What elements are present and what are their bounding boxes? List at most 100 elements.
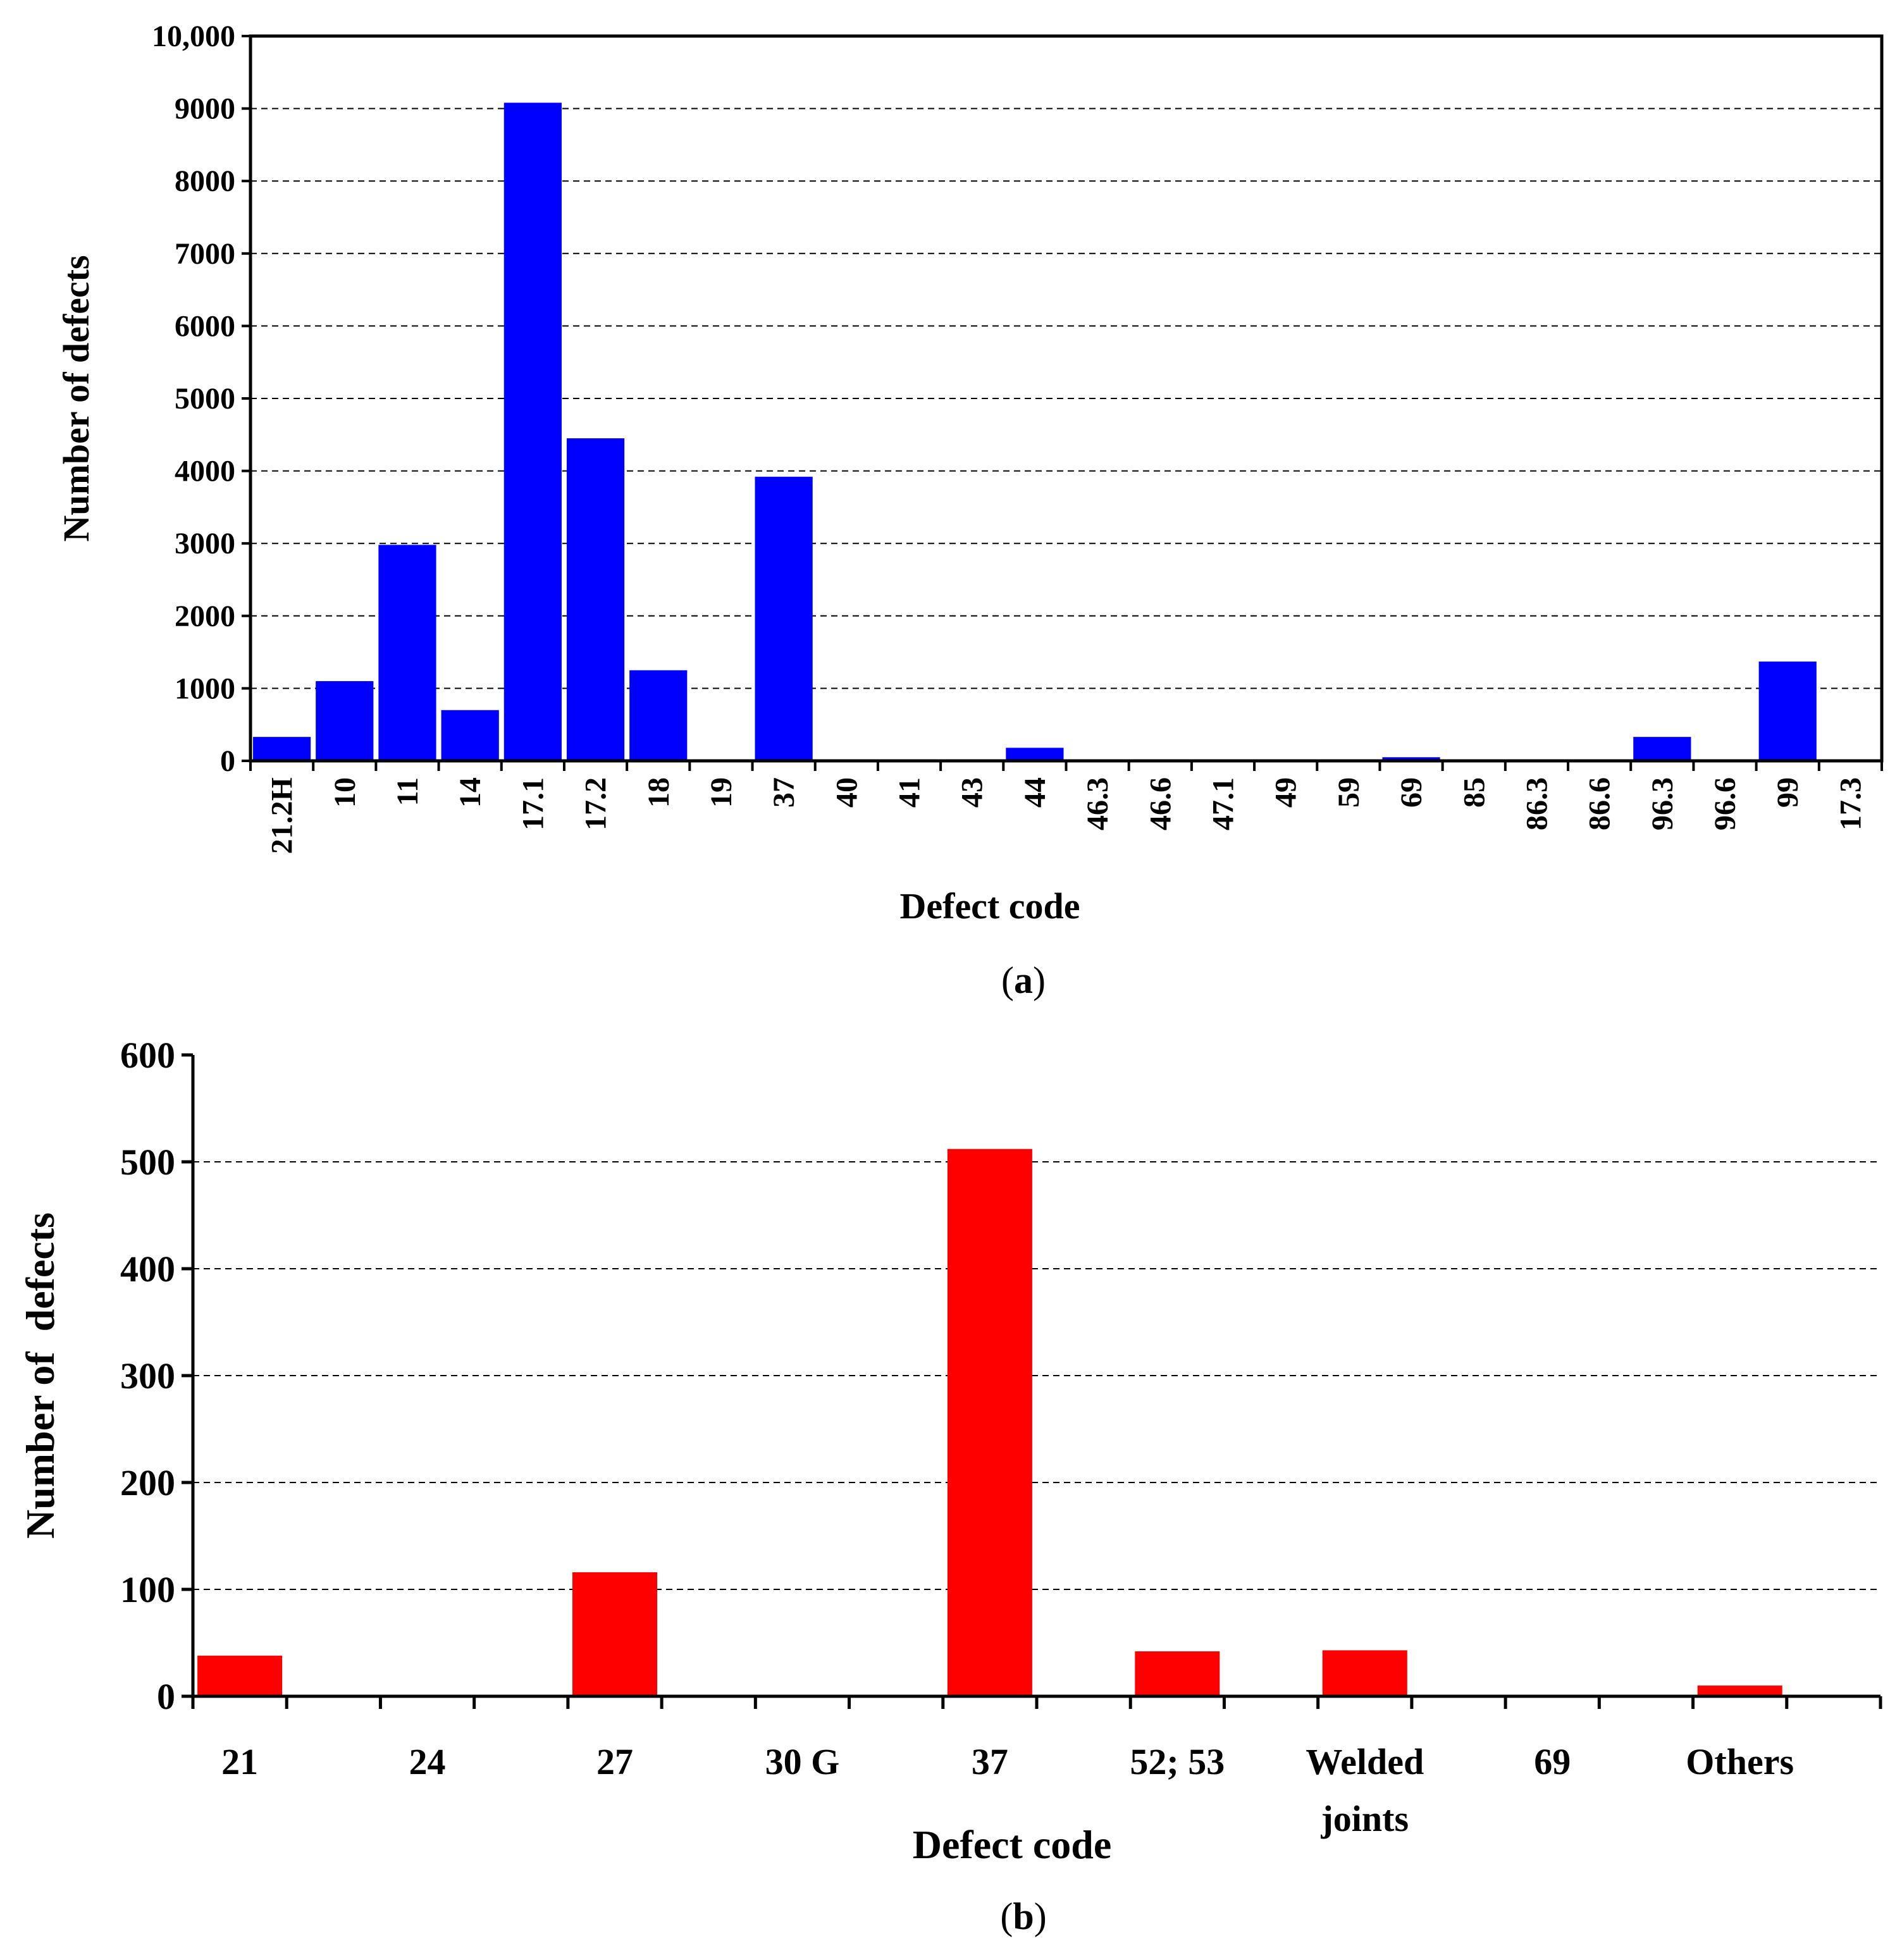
panel-a-caption-letter: a — [1014, 959, 1033, 1001]
chart-b-x-tick-label-line: 30 G — [765, 1741, 840, 1782]
chart-a-x-tick-label: 85 — [1457, 777, 1491, 808]
chart-a-bar — [566, 438, 625, 761]
chart-a-bar — [378, 545, 436, 761]
chart-a-x-ticks: 21.2H 10 11 14 17.1 17.2 18 19 37 40 41 43 44 46.3 46.… — [249, 761, 1883, 854]
chart-a-y-tick-label: 5000 — [175, 382, 235, 416]
chart-b-gridlines — [193, 1161, 1880, 1590]
panel-b-caption: (b) — [1000, 1895, 1046, 1937]
chart-a-y-tick-label: 0 — [220, 744, 235, 778]
panel-b-caption-open: ( — [1000, 1895, 1013, 1937]
chart-b-x-ticks: 21 24 27 30 G 37 52; 53 Welded joints 69 Others — [191, 1696, 1882, 1839]
chart-b-y-ticks: 0 100 200 300 400 500 600 — [120, 1035, 193, 1717]
chart-b-x-tick-label: 30 G — [765, 1741, 840, 1782]
chart-b-y-tick-label: 100 — [120, 1569, 175, 1610]
chart-b-y-tick-label: 300 — [120, 1355, 175, 1396]
chart-a-x-tick-label: 17.2 — [579, 777, 613, 830]
chart-b-x-tick-label: 24 — [409, 1741, 446, 1782]
chart-b: 0 100 200 300 400 500 600 21 24 27 30 G 37 52; 53 We… — [18, 1035, 1882, 1937]
chart-b-x-tick-label: Welded joints — [1306, 1741, 1424, 1839]
chart-a-x-tick-label: 17.1 — [516, 777, 550, 830]
chart-b-y-tick-label: 400 — [120, 1248, 175, 1290]
chart-a-x-tick-label: 17.3 — [1834, 777, 1867, 830]
chart-a-bar — [755, 476, 813, 761]
chart-b-x-tick-label-line: 24 — [409, 1741, 446, 1782]
panel-b-caption-letter: b — [1013, 1895, 1034, 1937]
chart-b-bar — [947, 1149, 1032, 1696]
chart-b-x-tick-label: 21 — [221, 1741, 258, 1782]
chart-a-x-tick-label: 49 — [1269, 777, 1303, 808]
chart-a-x-tick-label: 59 — [1332, 777, 1366, 808]
panel-a-caption-close: ) — [1033, 959, 1046, 1001]
chart-b-bars — [197, 1149, 1782, 1696]
chart-b-bar — [1322, 1650, 1407, 1696]
chart-b-bar — [1135, 1651, 1220, 1696]
chart-a-y-ticks: 0 1000 2000 3000 4000 5000 6000 7000 8000 9000 10,… — [152, 20, 250, 778]
chart-a-y-tick-label: 10,000 — [152, 20, 235, 53]
chart-a-y-tick-label: 7000 — [175, 237, 235, 271]
chart-b-x-tick-label: Others — [1686, 1741, 1794, 1782]
chart-a-bar — [441, 710, 499, 761]
chart-a-x-tick-label: 44 — [1018, 777, 1052, 808]
chart-a: 0 1000 2000 3000 4000 5000 6000 7000 8000 9000 10,… — [56, 20, 1884, 1001]
chart-a-x-tick-label: 86.6 — [1583, 777, 1617, 830]
chart-a-x-tick-label: 46.3 — [1081, 777, 1115, 830]
chart-a-x-tick-label: 37 — [767, 777, 801, 808]
chart-a-x-axis-title: Defect code — [900, 885, 1080, 927]
chart-b-x-tick-label: 37 — [972, 1741, 1008, 1782]
chart-b-bar — [197, 1655, 283, 1696]
chart-a-x-tick-label: 47.1 — [1206, 777, 1240, 830]
chart-a-bars — [253, 102, 1817, 761]
chart-a-gridlines — [250, 108, 1882, 689]
chart-a-x-tick-label: 19 — [705, 777, 738, 808]
chart-b-x-tick-label-line: 52; 53 — [1130, 1741, 1225, 1782]
chart-a-x-tick-label: 86.3 — [1520, 777, 1553, 830]
panel-a-caption-open: ( — [1001, 959, 1014, 1001]
chart-a-x-tick-label: 96.3 — [1646, 777, 1679, 830]
chart-a-bar — [1006, 748, 1064, 761]
chart-a-bar — [1758, 661, 1817, 761]
chart-b-y-axis-title: Number of defects — [18, 1212, 63, 1539]
chart-a-y-tick-label: 8000 — [175, 164, 235, 198]
chart-a-x-tick-label: 46.6 — [1144, 777, 1177, 830]
chart-a-y-tick-label: 1000 — [175, 672, 235, 705]
chart-a-y-tick-label: 4000 — [175, 455, 235, 488]
chart-a-bar — [629, 670, 688, 761]
chart-b-x-axis-title: Defect code — [913, 1822, 1111, 1867]
chart-b-bar — [572, 1572, 657, 1696]
chart-a-y-tick-label: 2000 — [175, 600, 235, 633]
chart-a-bar — [503, 102, 562, 761]
chart-a-bar — [1633, 737, 1691, 761]
chart-a-x-tick-label: 69 — [1395, 777, 1428, 808]
panel-a-caption: (a) — [1001, 959, 1046, 1001]
chart-b-x-tick-label-line: 21 — [221, 1741, 258, 1782]
chart-a-x-tick-label: 10 — [328, 777, 362, 808]
chart-b-x-tick-label-line: Others — [1686, 1741, 1794, 1782]
chart-b-x-tick-label: 52; 53 — [1130, 1741, 1225, 1782]
chart-b-y-tick-label: 200 — [120, 1462, 175, 1503]
chart-a-y-tick-label: 3000 — [175, 527, 235, 560]
chart-b-x-tick-label-line: joints — [1320, 1798, 1409, 1839]
panel-b-caption-close: ) — [1034, 1895, 1047, 1937]
chart-a-y-axis-title: Number of defects — [56, 255, 97, 541]
chart-a-x-tick-label: 14 — [454, 777, 487, 808]
chart-b-x-tick-label-line: 37 — [972, 1741, 1008, 1782]
chart-a-x-tick-label: 96.6 — [1708, 777, 1742, 830]
chart-a-y-tick-label: 6000 — [175, 309, 235, 343]
chart-b-x-tick-label: 69 — [1534, 1741, 1571, 1782]
chart-b-y-tick-label: 600 — [120, 1035, 175, 1076]
chart-a-x-tick-label: 18 — [642, 777, 676, 808]
chart-b-bar — [1697, 1686, 1782, 1696]
chart-b-x-tick-label: 27 — [596, 1741, 633, 1782]
chart-a-bar — [316, 681, 374, 761]
chart-a-y-tick-label: 9000 — [175, 92, 235, 126]
chart-a-x-tick-label: 43 — [956, 777, 989, 808]
chart-a-x-tick-label: 41 — [893, 777, 927, 808]
chart-a-x-tick-label: 21.2H — [266, 777, 299, 854]
chart-b-x-tick-label-line: Welded — [1306, 1741, 1424, 1782]
chart-a-x-tick-label: 40 — [830, 777, 863, 808]
chart-a-x-tick-label: 99 — [1771, 777, 1805, 808]
chart-b-x-tick-label-line: 27 — [596, 1741, 633, 1782]
chart-b-y-tick-label: 500 — [120, 1142, 175, 1183]
chart-a-plot-frame — [249, 34, 1884, 763]
